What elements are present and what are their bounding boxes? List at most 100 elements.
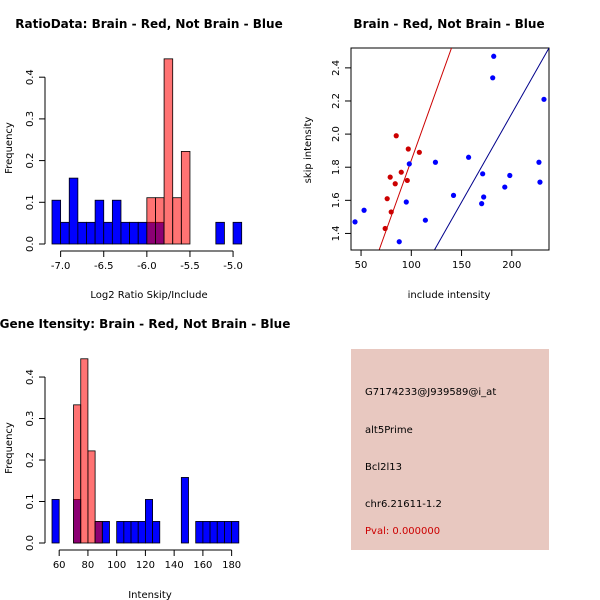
ratio-histogram-x-tick-label: -5.0 [223, 261, 243, 272]
intensity-scatter-point-brain [387, 174, 393, 180]
intensity-scatter-point-not-brain [450, 192, 457, 198]
gene-intensity-histogram-bar-not-brain [195, 521, 204, 544]
intensity-scatter-xlabel: include intensity [408, 290, 491, 301]
intensity-scatter-point-brain [384, 196, 390, 202]
gene-intensity-histogram-xlabel: Intensity [128, 590, 172, 600]
gene-intensity-histogram: Gene Itensity: Brain - Red, Not Brain - … [0, 317, 290, 600]
intensity-scatter-point-not-brain [541, 96, 547, 102]
intensity-scatter-point-not-brain [352, 219, 358, 225]
ratio-histogram-bar-not-brain [215, 221, 225, 245]
intensity-scatter-not-brain-fit-line [433, 48, 549, 250]
gene-intensity-histogram-title: Gene Itensity: Brain - Red, Not Brain - … [0, 317, 290, 331]
gene-intensity-histogram-x-tick-label: 160 [193, 560, 212, 571]
gene-intensity-histogram-y-tick-label: 0.4 [25, 369, 36, 385]
intensity-scatter-point-brain [398, 169, 404, 175]
intensity-scatter-point-not-brain [480, 171, 486, 177]
ratio-histogram-x-tick-label: -6.5 [94, 261, 114, 272]
ratio-histogram-x-tick-label: -6.0 [137, 261, 157, 272]
ratio-histogram-title: RatioData: Brain - Red, Not Brain - Blue [15, 17, 282, 31]
intensity-scatter-point-not-brain [481, 194, 487, 200]
gene-intensity-histogram-y-tick-label: 0.2 [25, 452, 36, 468]
intensity-scatter-y-tick-label: 1.4 [331, 225, 342, 241]
intensity-scatter-point-not-brain [491, 53, 497, 59]
intensity-scatter-point-not-brain [507, 172, 513, 179]
gene-intensity-histogram-bar-brain [80, 358, 89, 544]
gene-intensity-histogram-y-tick-label: 0.1 [25, 494, 36, 510]
gene-intensity-histogram-bar-not-brain [224, 521, 233, 544]
ratio-histogram-bar-not-brain [232, 221, 243, 245]
gene-intensity-histogram-bar-not-brain [152, 521, 161, 544]
event-info-panel: G7174233@J939589@i_at alt5Prime Bcl2l13 … [351, 349, 549, 550]
gene-name: Bcl2l13 [365, 462, 403, 473]
intensity-scatter-y-tick-label: 2.4 [331, 60, 342, 76]
gene-intensity-histogram-bar-not-brain [202, 521, 211, 544]
gene-intensity-histogram-bar-not-brain [209, 521, 218, 544]
p-value: Pval: 0.000000 [365, 526, 441, 537]
intensity-scatter-y-tick-label: 2.2 [331, 93, 342, 109]
ratio-histogram-y-tick-label: 0.4 [25, 69, 36, 85]
event-type: alt5Prime [365, 425, 413, 436]
intensity-scatter-point-not-brain [396, 239, 402, 245]
ratio-histogram-bar-not-brain [60, 221, 70, 245]
gene-intensity-histogram-bar-not-brain [231, 521, 240, 544]
gene-intensity-histogram-bar-not-brain [51, 499, 60, 544]
intensity-scatter-ylabel: skip intensity [303, 117, 314, 184]
gene-intensity-histogram-bar-not-brain [137, 521, 146, 544]
gene-intensity-histogram-x-tick-label: 120 [136, 560, 155, 571]
intensity-scatter-point-not-brain [422, 217, 428, 223]
intensity-scatter-x-tick-label: 100 [402, 260, 421, 271]
ratio-histogram-bar-not-brain [120, 221, 130, 245]
ratio-histogram-y-tick-label: 0.1 [25, 194, 36, 210]
ratio-histogram-bar-not-brain [94, 199, 105, 245]
ratio-histogram-bar-not-brain [51, 199, 62, 245]
gene-intensity-histogram-x-tick-label: 180 [222, 560, 241, 571]
intensity-scatter-point-not-brain [361, 207, 367, 213]
ratio-histogram-bar-brain [180, 151, 191, 245]
intensity-scatter-point-not-brain [536, 159, 542, 165]
ratio-histogram-bar-not-brain [137, 221, 148, 245]
gene-intensity-histogram-x-tick-label: 100 [107, 560, 126, 571]
probe-id: G7174233@J939589@i_at [365, 387, 497, 398]
ratio-histogram-bar-not-brain [77, 221, 87, 245]
intensity-scatter-point-brain [416, 149, 422, 155]
intensity-scatter-point-not-brain [403, 199, 409, 205]
ratio-histogram-bar-brain [172, 197, 182, 245]
ratio-histogram-bar-not-brain [86, 221, 96, 245]
intensity-scatter: Brain - Red, Not Brain - Blue include in… [303, 17, 550, 301]
ratio-histogram-bar-brain [146, 197, 156, 245]
intensity-scatter-point-brain [405, 146, 411, 152]
ratio-histogram-x-tick-label: -7.0 [51, 261, 71, 272]
intensity-scatter-point-not-brain [502, 184, 508, 190]
gene-intensity-histogram-y-tick-label: 0.3 [25, 411, 36, 427]
intensity-scatter-x-tick-label: 200 [502, 260, 521, 271]
ratio-histogram-bar-not-brain [103, 221, 113, 245]
intensity-scatter-point-not-brain [432, 159, 439, 165]
gene-intensity-histogram-y-tick-label: 0.0 [25, 535, 36, 551]
intensity-scatter-y-tick-label: 1.6 [331, 192, 342, 208]
ratio-histogram-xlabel: Log2 Ratio Skip/Include [90, 290, 207, 301]
intensity-scatter-point-brain [392, 181, 398, 187]
gene-intensity-histogram-bar-not-brain [116, 521, 125, 544]
intensity-scatter-x-tick-label: 50 [355, 260, 368, 271]
gene-intensity-histogram-bar-not-brain [130, 521, 139, 544]
intensity-scatter-frame [350, 47, 550, 251]
ratio-histogram-y-tick-label: 0.0 [25, 236, 36, 252]
ratio-histogram-bar-brain [163, 58, 174, 245]
gene-intensity-histogram-x-tick-label: 140 [165, 560, 184, 571]
gene-intensity-histogram-bar-brain [94, 521, 103, 544]
gene-intensity-histogram-bar-not-brain [123, 521, 132, 544]
ratio-histogram-y-tick-label: 0.2 [25, 153, 36, 169]
intensity-scatter-point-not-brain [479, 201, 485, 207]
ratio-histogram-ylabel: Frequency [4, 122, 15, 174]
intensity-scatter-x-tick-label: 150 [452, 260, 471, 271]
gene-intensity-histogram-bar-not-brain [180, 477, 189, 544]
gene-intensity-histogram-bar-not-brain [216, 521, 225, 544]
ratio-histogram-bar-brain [155, 197, 165, 245]
intensity-scatter-title: Brain - Red, Not Brain - Blue [353, 17, 544, 31]
genomic-location: chr6.21611-1.2 [365, 499, 442, 510]
intensity-scatter-point-not-brain [406, 161, 412, 167]
ratio-histogram-bar-not-brain [68, 177, 79, 245]
gene-intensity-histogram-bar-brain [87, 450, 96, 544]
ratio-histogram-bar-not-brain [129, 221, 139, 245]
